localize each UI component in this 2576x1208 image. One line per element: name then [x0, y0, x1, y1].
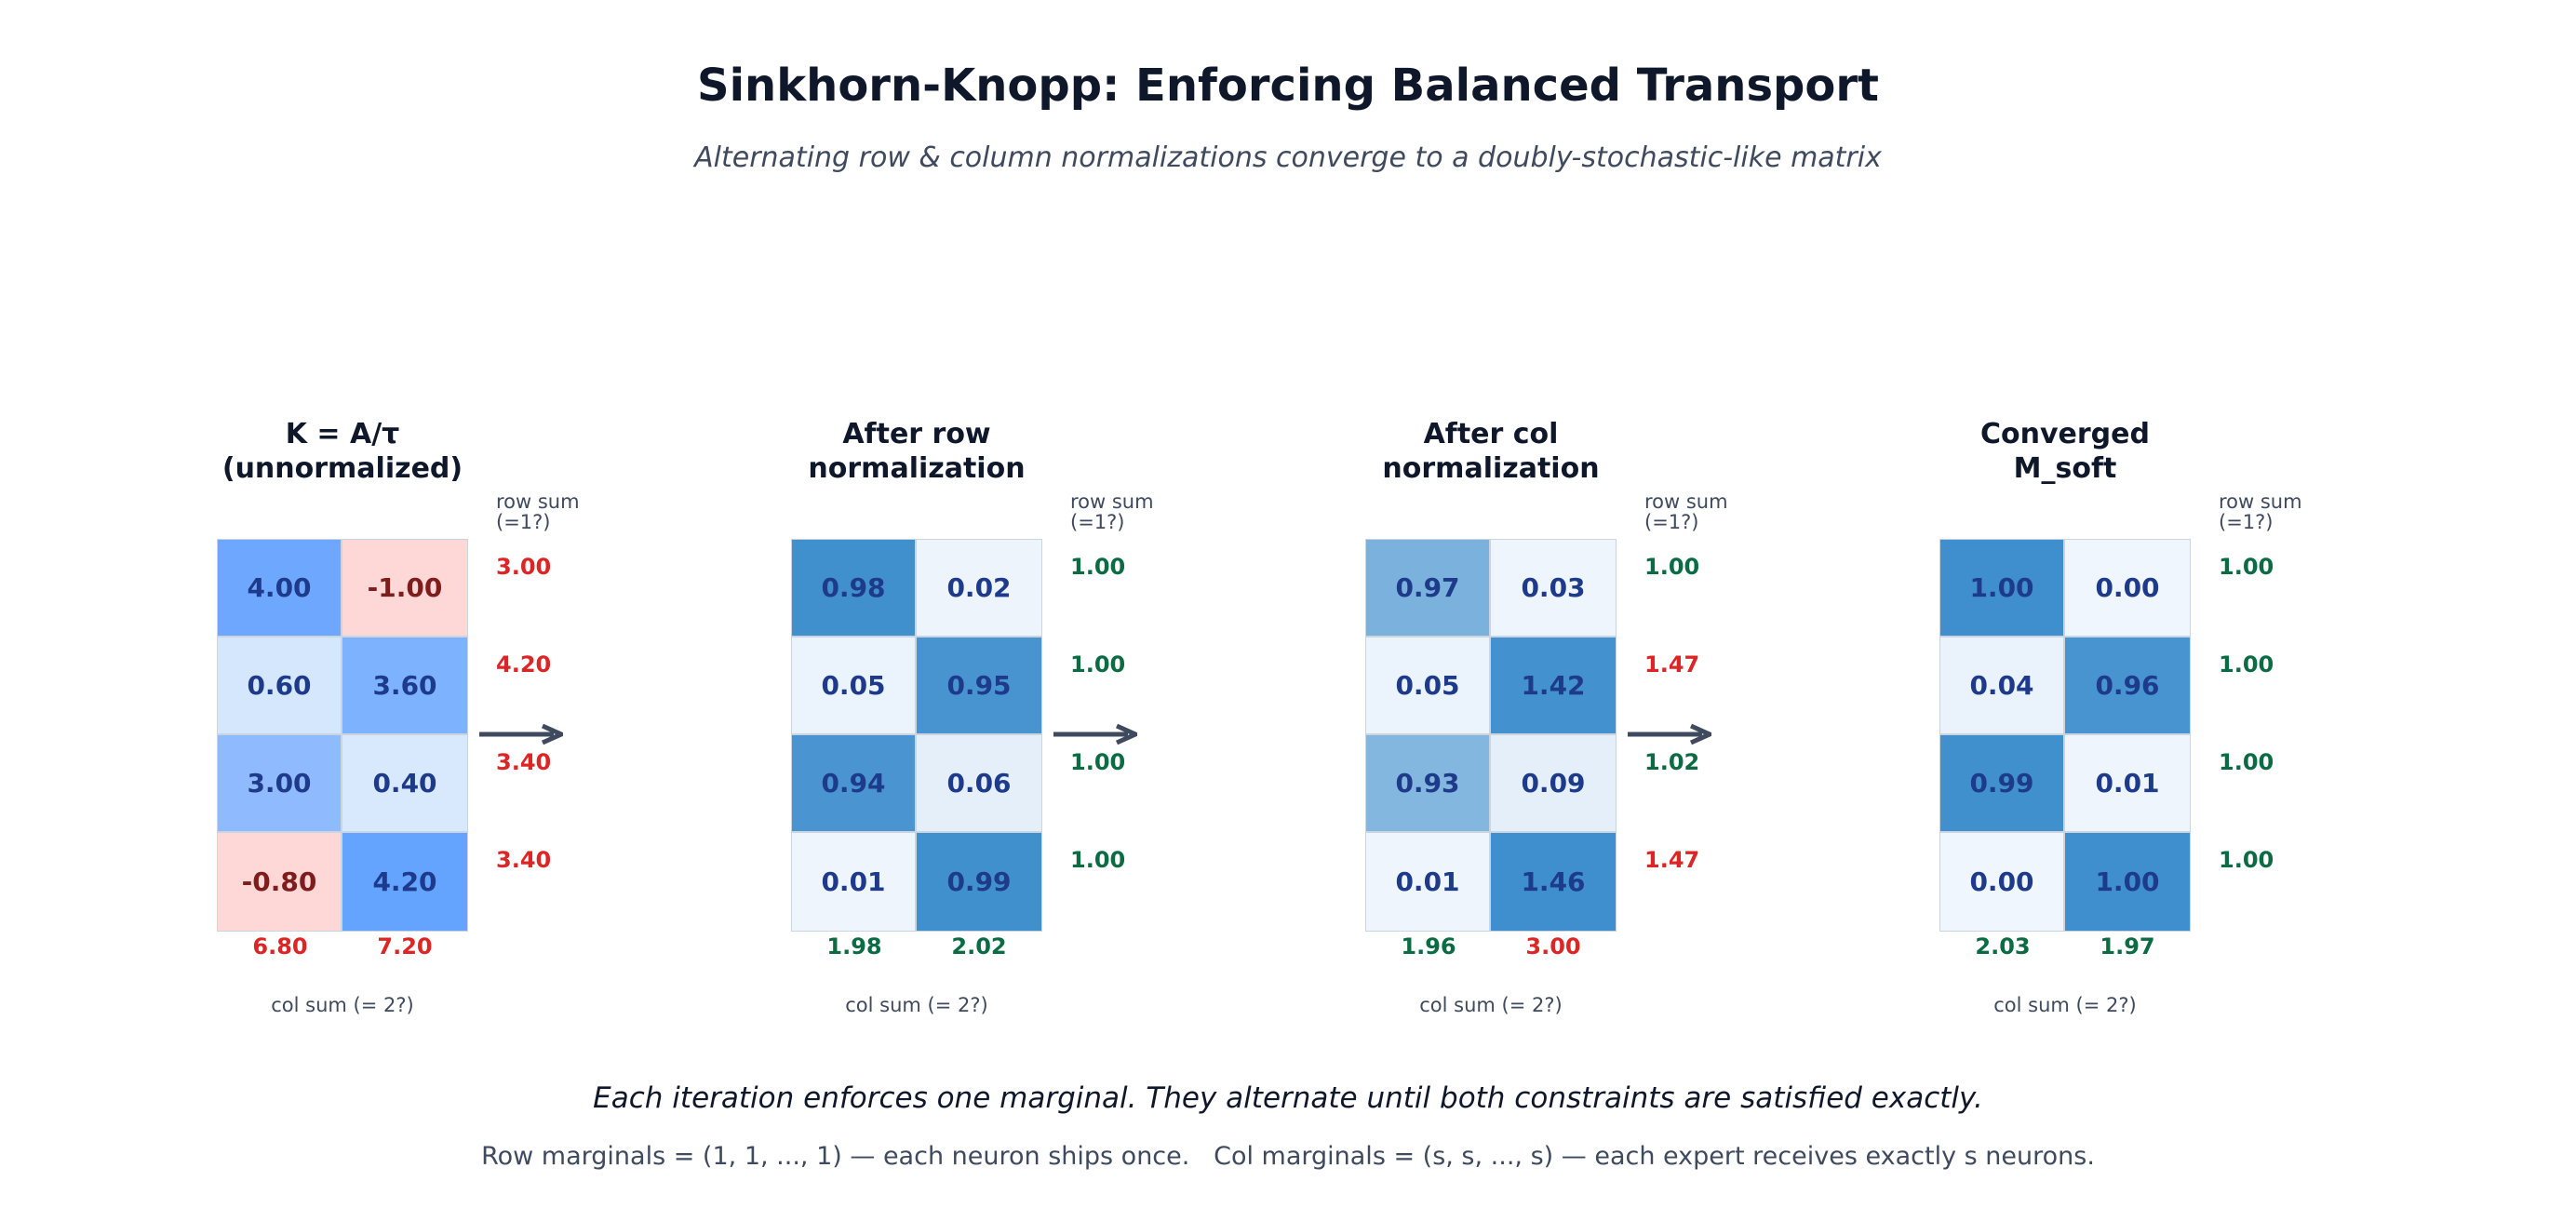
row-sum-value: 3.40 [496, 749, 552, 775]
matrix-cell: 1.00 [1939, 539, 2064, 637]
row-sum-value: 1.00 [2219, 749, 2274, 775]
matrix-cell: 0.00 [1939, 832, 2064, 932]
matrix-cell: 0.01 [1365, 832, 1490, 932]
col-sum-label: col sum (= 2?) [271, 994, 414, 1016]
row-sum-header: row sum (=1?) [496, 490, 580, 533]
row-sum-value: 1.00 [1070, 749, 1126, 775]
matrix-cell: -0.80 [217, 832, 342, 932]
col-sum-value: 1.98 [826, 933, 882, 960]
matrix-cell: 0.99 [916, 832, 1042, 932]
right-arrow-icon [1628, 723, 1711, 745]
col-sum-label: col sum (= 2?) [1419, 994, 1563, 1016]
panel-title: K = A/τ (unnormalized) [221, 418, 463, 485]
right-arrow-icon [1053, 723, 1137, 745]
matrix-panel: After row normalization row sum (=1?) 0.98… [791, 417, 1368, 1031]
matrix-cell: 4.20 [342, 832, 468, 932]
matrix-cell: 0.06 [916, 734, 1042, 832]
matrix-cell: 0.02 [916, 539, 1042, 637]
row-sum-value: 1.00 [1644, 554, 1700, 580]
row-sum-value: 1.00 [2219, 847, 2274, 873]
row-sum-value: 4.20 [496, 651, 552, 678]
page-title: Sinkhorn-Knopp: Enforcing Balanced Trans… [697, 60, 1879, 112]
row-sum-value: 1.00 [2219, 651, 2274, 678]
col-sum-value: 1.96 [1401, 933, 1456, 960]
col-sum-label: col sum (= 2?) [1993, 994, 2137, 1016]
matrix-cell: 1.42 [1490, 637, 1617, 734]
matrix-cell: 3.60 [342, 637, 468, 734]
page-subtitle: Alternating row & column normalizations … [694, 141, 1882, 174]
matrix-cell: 0.04 [1939, 637, 2064, 734]
matrix-cell: 0.01 [791, 832, 916, 932]
col-sum-value: 3.00 [1525, 933, 1581, 960]
matrix-cell: 0.96 [2064, 637, 2191, 734]
matrix-cell: 1.00 [2064, 832, 2191, 932]
matrix-grid: 4.00 -1.00 0.60 3.60 3.00 0.40 -0.80 4.20 [217, 539, 468, 932]
row-sum-value: 3.40 [496, 847, 552, 873]
matrix-cell: 0.60 [217, 637, 342, 734]
footer-note-marginals: Row marginals = (1, 1, ..., 1) — each ne… [481, 1142, 2095, 1171]
matrix-cell: 0.95 [916, 637, 1042, 734]
matrix-cell: 4.00 [217, 539, 342, 637]
col-sum-value: 1.97 [2100, 933, 2155, 960]
panel-title: After col normalization [1382, 418, 1600, 485]
matrix-cell: 0.93 [1365, 734, 1490, 832]
matrix-cell: -1.00 [342, 539, 468, 637]
matrix-cell: 0.40 [342, 734, 468, 832]
matrix-cell: 0.09 [1490, 734, 1617, 832]
footer-note-iterations: Each iteration enforces one marginal. Th… [593, 1081, 1983, 1115]
col-sum-value: 2.02 [951, 933, 1007, 960]
col-sum-value: 2.03 [1975, 933, 2031, 960]
row-sum-header: row sum (=1?) [1070, 490, 1154, 533]
row-sum-value: 1.00 [1070, 651, 1126, 678]
row-sum-value: 1.02 [1644, 749, 1700, 775]
row-sum-value: 1.00 [2219, 554, 2274, 580]
panel-title: After row normalization [808, 418, 1026, 485]
matrix-grid: 0.98 0.02 0.05 0.95 0.94 0.06 0.01 0.99 [791, 539, 1042, 932]
matrix-panel: After col normalization row sum (=1?) 0.97… [1365, 417, 1942, 1031]
row-sum-value: 1.00 [1070, 847, 1126, 873]
row-sum-value: 3.00 [496, 554, 552, 580]
matrix-cell: 0.99 [1939, 734, 2064, 832]
panel-title: Converged M_soft [1980, 418, 2150, 485]
matrix-panel: Converged M_soft row sum (=1?) 1.00 0.00 0.0… [1939, 417, 2516, 1031]
matrix-cell: 0.97 [1365, 539, 1490, 637]
matrix-cell: 0.03 [1490, 539, 1617, 637]
matrix-panel: K = A/τ (unnormalized) row sum (=1?) 4.00-… [217, 417, 794, 1031]
matrix-cell: 0.01 [2064, 734, 2191, 832]
matrix-cell: 0.98 [791, 539, 916, 637]
matrix-cell: 3.00 [217, 734, 342, 832]
matrix-cell: 0.05 [791, 637, 916, 734]
col-sum-value: 6.80 [252, 933, 308, 960]
row-sum-header: row sum (=1?) [1644, 490, 1728, 533]
matrix-grid: 1.00 0.00 0.04 0.96 0.99 0.01 0.00 1.00 [1939, 539, 2191, 932]
col-sum-label: col sum (= 2?) [845, 994, 988, 1016]
row-sum-value: 1.47 [1644, 847, 1700, 873]
matrix-cell: 0.05 [1365, 637, 1490, 734]
matrix-cell: 1.46 [1490, 832, 1617, 932]
row-sum-header: row sum (=1?) [2219, 490, 2302, 533]
row-sum-value: 1.47 [1644, 651, 1700, 678]
col-sum-value: 7.20 [377, 933, 433, 960]
row-sum-value: 1.00 [1070, 554, 1126, 580]
matrix-cell: 0.00 [2064, 539, 2191, 637]
matrix-grid: 0.97 0.03 0.05 1.42 0.93 0.09 0.01 1.46 [1365, 539, 1617, 932]
matrix-cell: 0.94 [791, 734, 916, 832]
right-arrow-icon [479, 723, 563, 745]
